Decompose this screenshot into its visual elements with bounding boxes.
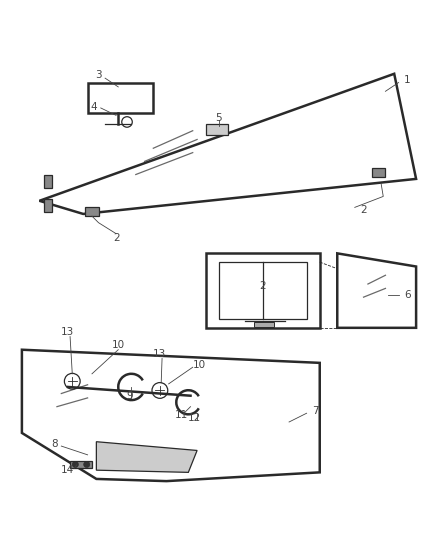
Bar — [44, 199, 52, 212]
Text: 13: 13 — [153, 349, 166, 359]
Bar — [44, 174, 52, 188]
Polygon shape — [206, 124, 228, 135]
Text: 11: 11 — [175, 410, 188, 421]
Bar — [85, 207, 99, 216]
Polygon shape — [96, 442, 197, 472]
Text: 2: 2 — [259, 281, 266, 291]
Text: 6: 6 — [404, 290, 411, 300]
Text: 5: 5 — [215, 112, 223, 123]
Text: 4: 4 — [91, 102, 98, 111]
Polygon shape — [70, 462, 92, 468]
Bar — [372, 168, 385, 177]
Text: 2: 2 — [113, 233, 120, 243]
Text: 7: 7 — [312, 406, 319, 416]
Circle shape — [72, 462, 78, 467]
Circle shape — [84, 462, 90, 467]
Text: 2: 2 — [360, 205, 367, 215]
Text: 13: 13 — [61, 327, 74, 337]
Text: 10: 10 — [193, 360, 206, 370]
Text: 1: 1 — [404, 75, 411, 85]
Bar — [254, 322, 274, 327]
Text: 14: 14 — [61, 465, 74, 475]
Text: 12: 12 — [188, 413, 201, 423]
Text: 10: 10 — [112, 341, 125, 350]
Text: 8: 8 — [51, 439, 58, 449]
Text: 3: 3 — [95, 70, 102, 80]
Text: 9: 9 — [126, 391, 133, 401]
